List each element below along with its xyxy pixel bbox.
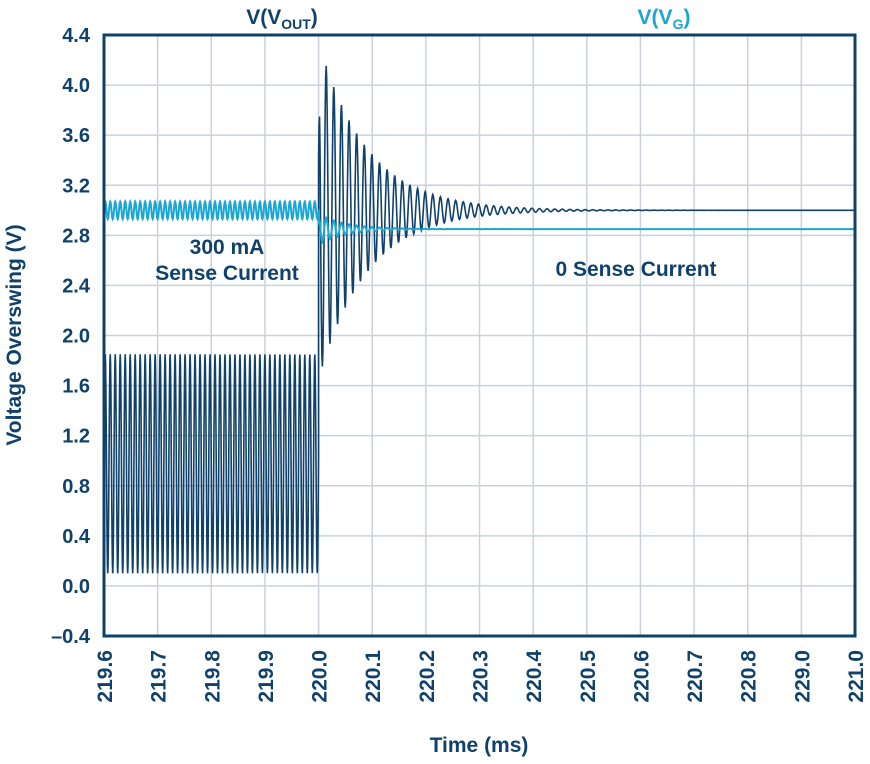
y-tick-label: 1.2 — [62, 426, 90, 448]
legend-vg: V(VG) — [638, 6, 691, 32]
legend-vout: V(VOUT) — [246, 6, 318, 32]
y-tick-label: 3.2 — [62, 175, 90, 197]
x-axis-label: Time (ms) — [430, 734, 529, 757]
y-tick-label: 2.8 — [62, 225, 90, 247]
legend-vg-close: ) — [683, 6, 690, 29]
y-tick-label: 2.4 — [62, 275, 91, 297]
x-tick-label: 220.6 — [630, 650, 653, 703]
annotation-300ma-line1: 300 mA — [190, 236, 265, 259]
legend-vout-close: ) — [311, 6, 318, 29]
y-axis-label: Voltage Overswing (V) — [3, 224, 26, 445]
x-tick-labels: 219.6 219.7 219.8 219.9 220.0 220.1 220.2 220.3… — [94, 650, 868, 703]
x-tick-label: 220.5 — [577, 650, 600, 703]
x-tick-label: 219.6 — [94, 650, 117, 703]
legend-vout-text: V(V — [246, 6, 281, 29]
x-tick-label: 220.7 — [684, 650, 707, 703]
x-tick-label: 220.3 — [470, 650, 493, 703]
y-tick-label: 0.4 — [62, 526, 91, 548]
y-tick-label: 2.0 — [62, 326, 90, 348]
annotation-300ma: 300 mA Sense Current — [155, 236, 299, 285]
x-tick-label: 220.4 — [523, 650, 546, 703]
y-tick-label: 1.6 — [62, 376, 90, 398]
annotation-0-sense: 0 Sense Current — [555, 258, 716, 281]
x-tick-label: 220.1 — [362, 650, 385, 703]
y-tick-label: 4.0 — [62, 75, 90, 97]
x-tick-label: 229.0 — [791, 650, 814, 703]
x-tick-label: 221.0 — [845, 650, 868, 703]
trace-vg — [103, 199, 855, 245]
y-tick-label: 0.8 — [62, 476, 90, 498]
x-tick-label: 219.9 — [255, 650, 278, 703]
grid — [103, 34, 856, 637]
legend-vg-subscript: G — [673, 16, 684, 32]
y-tick-label: 0.0 — [62, 576, 90, 598]
y-tick-label: –0.4 — [51, 626, 91, 648]
plot-frame — [102, 33, 857, 638]
legend-vout-subscript: OUT — [281, 16, 311, 32]
x-tick-label: 219.7 — [148, 650, 171, 703]
x-tick-label: 220.2 — [416, 650, 439, 703]
x-tick-label: 220.0 — [309, 650, 332, 703]
y-tick-labels: 4.4 4.0 3.6 3.2 2.8 2.4 2.0 1.6 1.2 0.8 0.4 0.0 –0.4 — [51, 25, 91, 648]
y-tick-label: 3.6 — [62, 125, 90, 147]
traces — [103, 65, 855, 574]
trace-vout — [103, 65, 855, 574]
annotation-300ma-line2: Sense Current — [155, 262, 299, 285]
x-tick-label: 219.8 — [201, 650, 224, 703]
y-tick-label: 4.4 — [62, 25, 91, 47]
legend-vg-text: V(V — [638, 6, 673, 29]
x-tick-label: 220.8 — [738, 650, 761, 703]
